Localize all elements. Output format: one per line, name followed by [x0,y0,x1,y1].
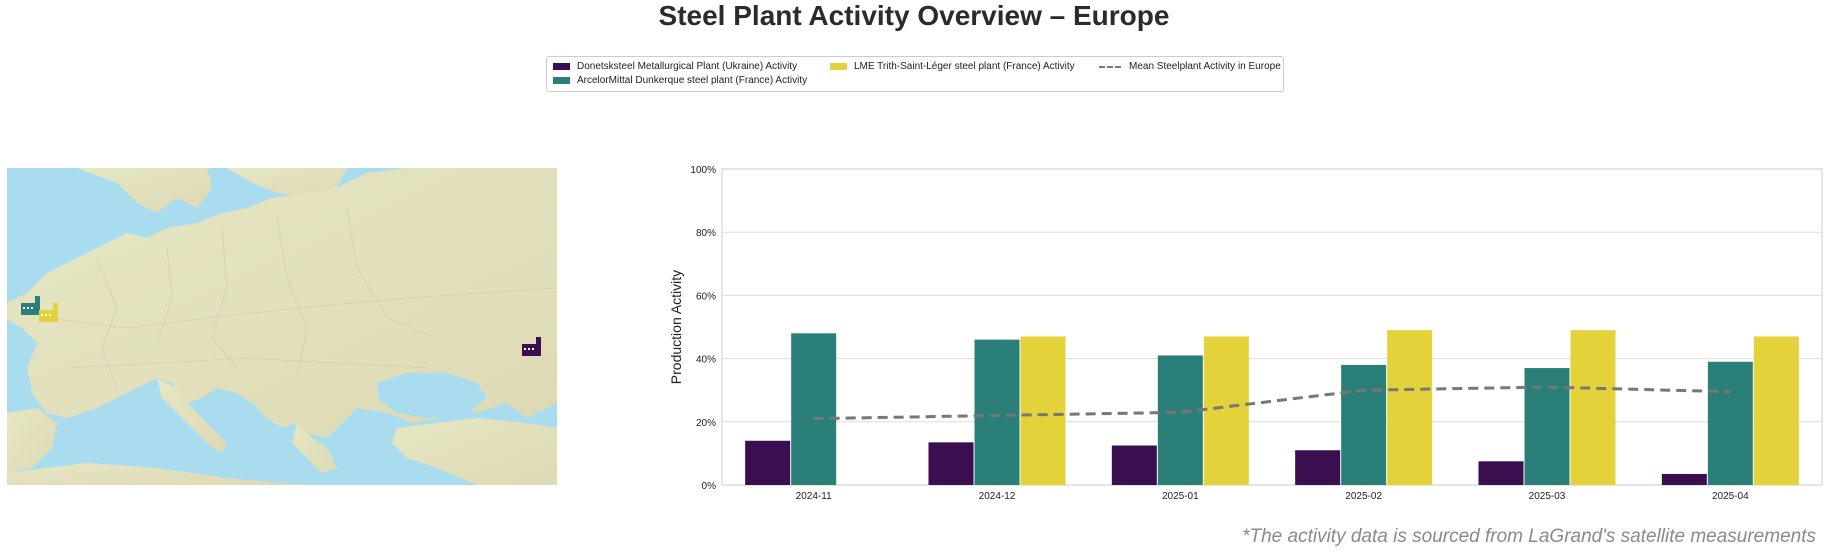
legend-item-donetsksteel: Donetsksteel Metallurgical Plant (Ukrain… [553,61,797,72]
bar-series-0-2025-02[interactable] [1295,450,1341,485]
bar-series-1-2025-01[interactable] [1157,355,1203,485]
legend-item-mean: Mean Steelplant Activity in Europe [1099,61,1281,72]
legend-dash-mean [1099,65,1121,68]
legend-label-mean: Mean Steelplant Activity in Europe [1129,61,1281,72]
europe-map [7,168,557,485]
bar-series-0-2025-03[interactable] [1478,461,1524,485]
footnote: *The activity data is sourced from LaGra… [1242,526,1816,547]
iberia-land [7,408,57,473]
plot-frame [721,168,1823,486]
bar-series-0-2024-11[interactable] [745,440,791,485]
bar-series-2-2025-03[interactable] [1570,330,1616,485]
africa-land [7,463,307,485]
bar-series-0-2025-04[interactable] [1661,473,1707,485]
mean-activity-line[interactable] [813,385,1731,421]
bar-series-0-2025-01[interactable] [1111,445,1157,486]
y-tick-label: 0% [702,481,717,492]
y-tick-label: 40% [696,355,716,366]
marker-donetsksteel[interactable] [522,337,541,356]
legend-label-arcelormittal: ArcelorMittal Dunkerque steel plant (Fra… [577,75,808,86]
x-tick-label: 2025-04 [1712,491,1749,502]
bar-series-1-2025-02[interactable] [1341,364,1387,485]
legend-item-arcelormittal: ArcelorMittal Dunkerque steel plant (Fra… [553,75,807,86]
x-ticks: 2024-11 2024-12 2025-01 2025-02 2025-03 2025-… [796,491,1749,502]
greece-land [292,423,337,473]
bar-series-2-2025-02[interactable] [1387,330,1433,485]
legend-label-lme: LME Trith-Saint-Léger steel plant (Franc… [854,61,1075,72]
mean-line-layer [813,385,1731,421]
x-tick-label: 2025-01 [1162,491,1199,502]
legend-label-donetsksteel: Donetsksteel Metallurgical Plant (Ukrain… [577,61,798,72]
legend-swatch-arcelormittal [553,77,570,84]
y-tick-label: 60% [696,291,716,302]
page-title: Steel Plant Activity Overview – Europe [658,0,1170,31]
x-tick-label: 2024-11 [796,491,832,502]
y-tick-label: 20% [696,418,716,429]
y-tick-label: 100% [690,165,716,176]
bar-series-0-2024-12[interactable] [928,442,974,485]
bar-series-1-2025-03[interactable] [1524,368,1570,485]
bar-series-1-2024-12[interactable] [974,339,1020,485]
x-tick-label: 2025-02 [1345,491,1382,502]
bar-series-1-2024-11[interactable] [791,333,837,485]
bar-series-1-2025-04[interactable] [1707,361,1753,485]
europe-map-svg [7,168,557,485]
y-axis-label: Production Activity [668,270,684,384]
x-tick-label: 2024-12 [979,491,1016,502]
black-sea [377,373,487,418]
marker-lme-trith[interactable] [39,303,58,322]
legend-swatch-lme [830,63,847,70]
bars [745,330,1799,485]
italy-land [157,378,227,453]
bar-series-2-2024-12[interactable] [1020,336,1066,485]
y-ticks: 0% 20% 40% 60% 80% 100% [690,165,716,492]
anatolia-land [392,418,557,485]
y-tick-label: 80% [696,228,716,239]
legend: Donetsksteel Metallurgical Plant (Ukrain… [546,56,1284,92]
borders [46,207,557,389]
scandinavia-land [77,168,212,213]
marker-arcelormittal-dunkerque[interactable] [21,296,40,315]
gridlines [722,168,1822,486]
legend-swatch-donetsksteel [553,63,570,70]
mainland-land [7,168,557,438]
legend-item-lme: LME Trith-Saint-Léger steel plant (Franc… [830,61,1075,72]
bar-series-2-2025-01[interactable] [1203,336,1249,485]
x-tick-label: 2025-03 [1529,491,1566,502]
finland-land [227,168,347,198]
bar-series-2-2025-04[interactable] [1753,336,1799,485]
